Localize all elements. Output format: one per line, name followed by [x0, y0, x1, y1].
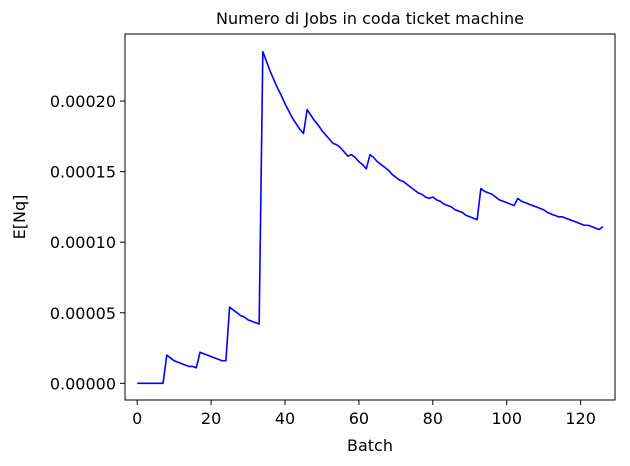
y-tick-label: 0.00000 — [50, 374, 116, 393]
y-axis-label: E[Nq] — [10, 195, 29, 240]
plot-area-frame — [124, 33, 616, 401]
x-axis-label: Batch — [347, 436, 393, 455]
y-axis: 0.00000 0.00005 0.00010 0.00015 0.00020 — [50, 92, 125, 393]
x-tick-label: 40 — [275, 409, 295, 428]
x-tick-label: 80 — [423, 409, 443, 428]
x-tick-label: 100 — [491, 409, 522, 428]
y-tick-label: 0.00020 — [50, 92, 116, 111]
series-line — [137, 50, 604, 385]
x-tick-label: 60 — [349, 409, 369, 428]
y-tick-label: 0.00005 — [50, 304, 116, 323]
y-tick-label: 0.00015 — [50, 163, 116, 182]
chart-title: Numero di Jobs in coda ticket machine — [216, 9, 524, 28]
x-tick-label: 20 — [201, 409, 221, 428]
x-tick-label: 120 — [565, 409, 596, 428]
x-axis: 0 20 40 60 80 100 120 — [132, 400, 596, 428]
x-tick-label: 0 — [132, 409, 142, 428]
y-tick-label: 0.00010 — [50, 233, 116, 252]
